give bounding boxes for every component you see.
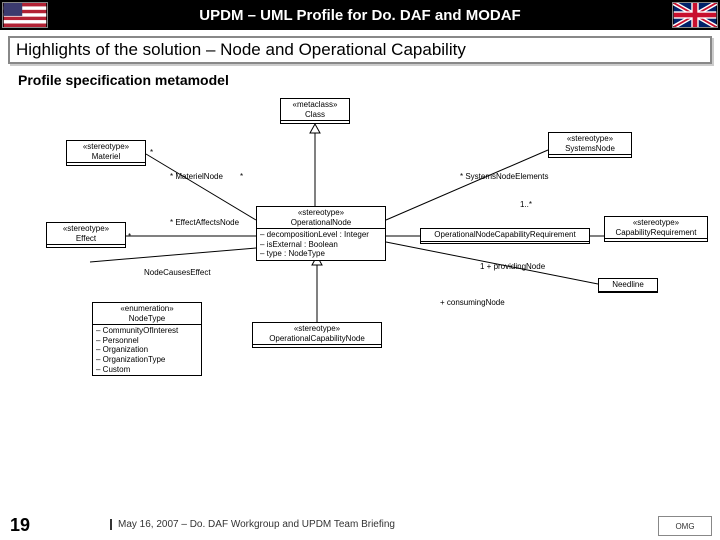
uml-nodetype: «enumeration»NodeType– CommunityOfIntere…	[92, 302, 202, 376]
edge-label: + consumingNode	[440, 298, 505, 307]
uml-materiel: «stereotype»Materiel	[66, 140, 146, 166]
edge-label: *	[128, 232, 131, 241]
section-label: Profile specification metamodel	[18, 72, 229, 88]
subtitle-text: Highlights of the solution – Node and Op…	[16, 40, 466, 60]
uml-opcapnode: «stereotype»OperationalCapabilityNode	[252, 322, 382, 348]
header-title: UPDM – UML Profile for Do. DAF and MODAF	[199, 7, 520, 24]
uml-opnode: «stereotype»OperationalNode– decompositi…	[256, 206, 386, 261]
edge-label: *	[150, 148, 153, 157]
uml-needline: Needline	[598, 278, 658, 293]
uml-sysnode: «stereotype»SystemsNode	[548, 132, 632, 158]
edge-label: *	[240, 172, 243, 181]
flag-uk-icon	[672, 2, 718, 28]
edge-label: NodeCausesEffect	[144, 268, 211, 277]
footer: 19 May 16, 2007 – Do. DAF Workgroup and …	[0, 510, 720, 540]
header-bar: UPDM – UML Profile for Do. DAF and MODAF	[0, 0, 720, 30]
subtitle-box: Highlights of the solution – Node and Op…	[8, 36, 712, 64]
edge-label: 1 + providingNode	[480, 262, 545, 271]
uml-diagram: «metaclass»Class «stereotype»Materiel «ste…	[0, 92, 720, 472]
omg-logo-icon: OMG	[658, 516, 712, 536]
edge-label: * SystemsNodeElements	[460, 172, 548, 181]
uml-effect: «stereotype»Effect	[46, 222, 126, 248]
edge-label: * EffectAffectsNode	[170, 218, 239, 227]
edge-label: * MaterielNode	[170, 172, 223, 181]
edge-label: 1..*	[520, 200, 532, 209]
page-number: 19	[10, 515, 30, 536]
flag-us-icon	[2, 2, 48, 28]
uml-class: «metaclass»Class	[280, 98, 350, 124]
footer-text: May 16, 2007 – Do. DAF Workgroup and UPD…	[110, 519, 395, 530]
uml-capreq: «stereotype»CapabilityRequirement	[604, 216, 708, 242]
uml-opcapreq: OperationalNodeCapabilityRequirement	[420, 228, 590, 244]
